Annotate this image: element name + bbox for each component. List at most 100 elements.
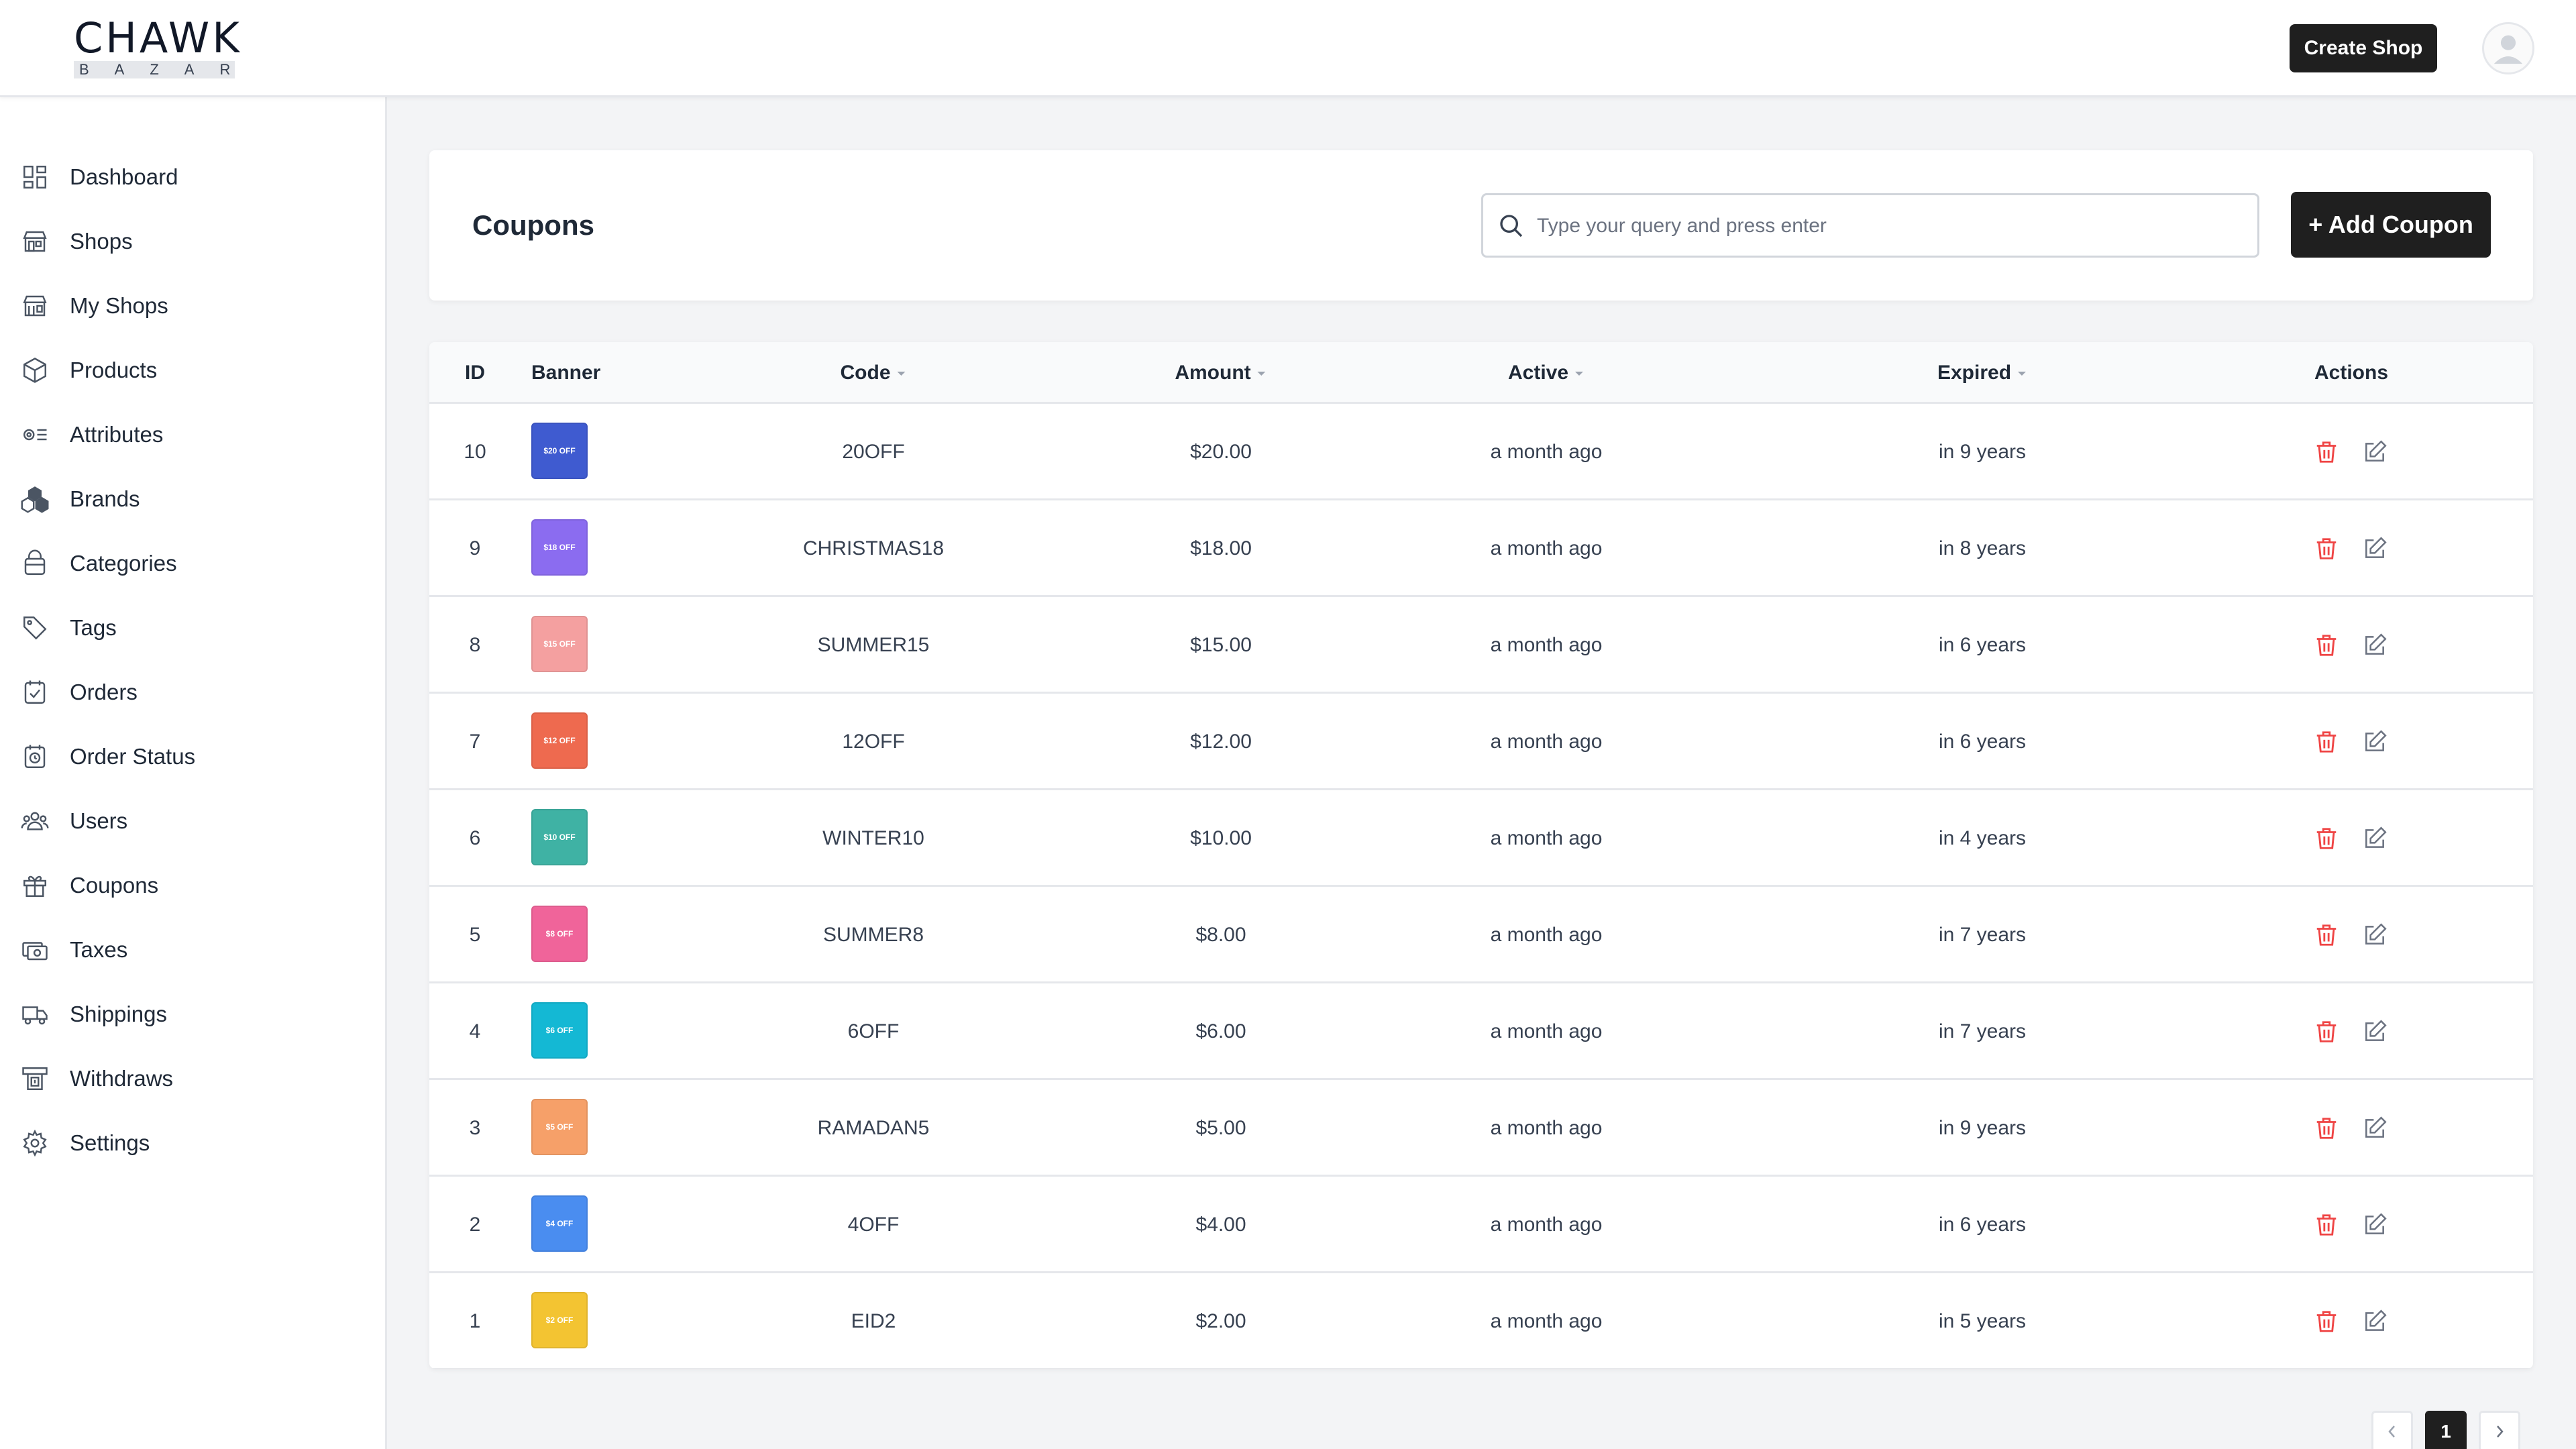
edit-icon — [2362, 633, 2387, 658]
edit-icon — [2362, 1212, 2387, 1238]
cell-expired: in 7 years — [1938, 924, 2027, 946]
top-header: CHAWK BAZAR Create Shop — [0, 0, 2576, 97]
user-avatar-icon — [2493, 35, 2523, 64]
coupon-banner-image: $10 OFF — [531, 809, 588, 865]
box-icon — [20, 356, 50, 385]
sidebar-item-taxes[interactable]: Taxes — [0, 923, 382, 977]
sidebar-item-coupons[interactable]: Coupons — [0, 859, 382, 912]
delete-button[interactable] — [2312, 437, 2341, 467]
edit-button[interactable] — [2360, 1307, 2390, 1336]
edit-button[interactable] — [2360, 920, 2390, 950]
edit-button[interactable] — [2360, 727, 2390, 757]
search-box[interactable] — [1481, 193, 2259, 258]
edit-button[interactable] — [2360, 1210, 2390, 1240]
column-header-amount[interactable]: Amount — [1175, 342, 1267, 404]
sidebar-item-label: Users — [70, 808, 128, 833]
cell-expired: in 7 years — [1938, 1020, 2027, 1042]
sidebar-item-label: Shops — [70, 229, 133, 254]
table-row: 8 $15 OFF SUMMER15 $15.00 a month ago in 6 ye… — [429, 597, 2533, 694]
sidebar-item-order-status[interactable]: Order Status — [0, 730, 382, 784]
delete-button[interactable] — [2312, 1210, 2341, 1240]
sidebar-item-dashboard[interactable]: Dashboard — [0, 150, 382, 204]
edit-button[interactable] — [2360, 437, 2390, 467]
cell-active: a month ago — [1490, 634, 1603, 656]
table-row: 9 $18 OFF CHRISTMAS18 $18.00 a month ago in 8… — [429, 500, 2533, 597]
column-header-label: Code — [840, 362, 891, 384]
delete-button[interactable] — [2312, 631, 2341, 660]
chevron-right-icon — [2497, 1426, 2504, 1438]
banner-text: $6 OFF — [545, 1026, 574, 1035]
edit-button[interactable] — [2360, 1114, 2390, 1143]
edit-button[interactable] — [2360, 1017, 2390, 1046]
next-page-button[interactable] — [2479, 1411, 2520, 1449]
trash-icon — [2314, 439, 2339, 465]
banner-text: $2 OFF — [545, 1316, 574, 1325]
page-number-button[interactable]: 1 — [2425, 1411, 2467, 1449]
sidebar-item-categories[interactable]: Categories — [0, 537, 382, 590]
sort-icon — [2018, 372, 2027, 376]
cell-id: 3 — [469, 1117, 481, 1139]
banner-text: $8 OFF — [545, 929, 574, 938]
sidebar-item-label: Order Status — [70, 744, 196, 769]
edit-icon — [2362, 1309, 2387, 1334]
delete-button[interactable] — [2312, 1307, 2341, 1336]
logo[interactable]: CHAWK BAZAR — [74, 17, 241, 78]
column-header-label: Active — [1507, 362, 1569, 384]
coupon-banner-image: $18 OFF — [531, 519, 588, 576]
sidebar-item-attributes[interactable]: Attributes — [0, 408, 382, 462]
delete-button[interactable] — [2312, 824, 2341, 853]
delete-button[interactable] — [2312, 727, 2341, 757]
edit-button[interactable] — [2360, 534, 2390, 564]
sidebar-item-users[interactable]: Users — [0, 794, 382, 848]
trash-icon — [2314, 729, 2339, 755]
delete-button[interactable] — [2312, 1017, 2341, 1046]
add-coupon-button[interactable]: + Add Coupon — [2291, 192, 2491, 258]
sort-icon — [1257, 372, 1266, 376]
sidebar-item-products[interactable]: Products — [0, 343, 382, 397]
coupon-banner-image: $2 OFF — [531, 1292, 588, 1348]
previous-page-button[interactable] — [2371, 1411, 2413, 1449]
search-input[interactable] — [1537, 199, 2248, 253]
orders-icon — [20, 678, 50, 707]
edit-icon — [2362, 922, 2387, 948]
column-header-code[interactable]: Code — [841, 342, 907, 404]
cell-code: SUMMER8 — [822, 924, 924, 946]
sidebar-item-shops[interactable]: Shops — [0, 215, 382, 268]
column-header-active[interactable]: Active — [1508, 342, 1585, 404]
create-shop-button[interactable]: Create Shop — [2290, 24, 2437, 72]
taxes-icon — [20, 935, 50, 965]
order-status-icon — [20, 742, 50, 771]
edit-button[interactable] — [2360, 824, 2390, 853]
cell-id: 6 — [469, 827, 481, 849]
cell-amount: $12.00 — [1190, 731, 1252, 753]
logo-subtitle: BAZAR — [74, 61, 235, 78]
banner-text: $18 OFF — [543, 543, 576, 552]
sidebar-item-settings[interactable]: Settings — [0, 1116, 382, 1170]
banner-text: $10 OFF — [543, 833, 576, 842]
gear-icon — [20, 1128, 50, 1158]
sidebar-item-withdraws[interactable]: Withdraws — [0, 1052, 382, 1106]
sidebar-item-my-shops[interactable]: My Shops — [0, 279, 382, 333]
delete-button[interactable] — [2312, 920, 2341, 950]
sidebar-item-brands[interactable]: Brands — [0, 472, 382, 526]
banner-text: $5 OFF — [545, 1122, 574, 1132]
sidebar: Dashboard Shops My Shops Products Attrib… — [0, 97, 387, 1449]
coupon-banner-image: $4 OFF — [531, 1195, 588, 1252]
sidebar-item-label: Shippings — [70, 1002, 167, 1026]
sidebar-item-orders[interactable]: Orders — [0, 665, 382, 719]
sidebar-item-shippings[interactable]: Shippings — [0, 987, 382, 1041]
cell-code: EID2 — [851, 1310, 896, 1332]
cell-amount: $8.00 — [1195, 924, 1246, 946]
cell-id: 10 — [464, 441, 486, 463]
avatar[interactable] — [2482, 22, 2534, 74]
coupon-banner-image: $15 OFF — [531, 616, 588, 672]
delete-button[interactable] — [2312, 1114, 2341, 1143]
cell-amount: $6.00 — [1195, 1020, 1246, 1042]
edit-button[interactable] — [2360, 631, 2390, 660]
sidebar-item-label: Categories — [70, 551, 177, 576]
delete-button[interactable] — [2312, 534, 2341, 564]
sidebar-item-tags[interactable]: Tags — [0, 601, 382, 655]
column-header-expired[interactable]: Expired — [1937, 342, 2027, 404]
sort-icon — [1575, 372, 1584, 376]
cell-id: 2 — [469, 1214, 481, 1236]
